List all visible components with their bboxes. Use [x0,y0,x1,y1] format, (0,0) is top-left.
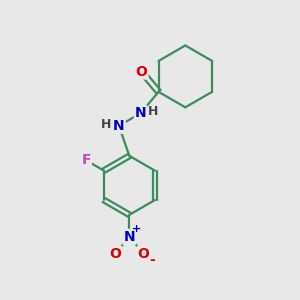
Text: O: O [138,247,149,261]
Text: +: + [132,224,141,234]
Text: -: - [149,253,155,267]
Text: O: O [136,64,148,79]
Text: N: N [124,230,135,244]
Text: O: O [109,247,121,261]
Text: H: H [148,105,158,118]
Text: N: N [113,119,125,133]
Text: N: N [135,106,146,120]
Text: H: H [101,118,112,131]
Text: F: F [81,153,91,167]
